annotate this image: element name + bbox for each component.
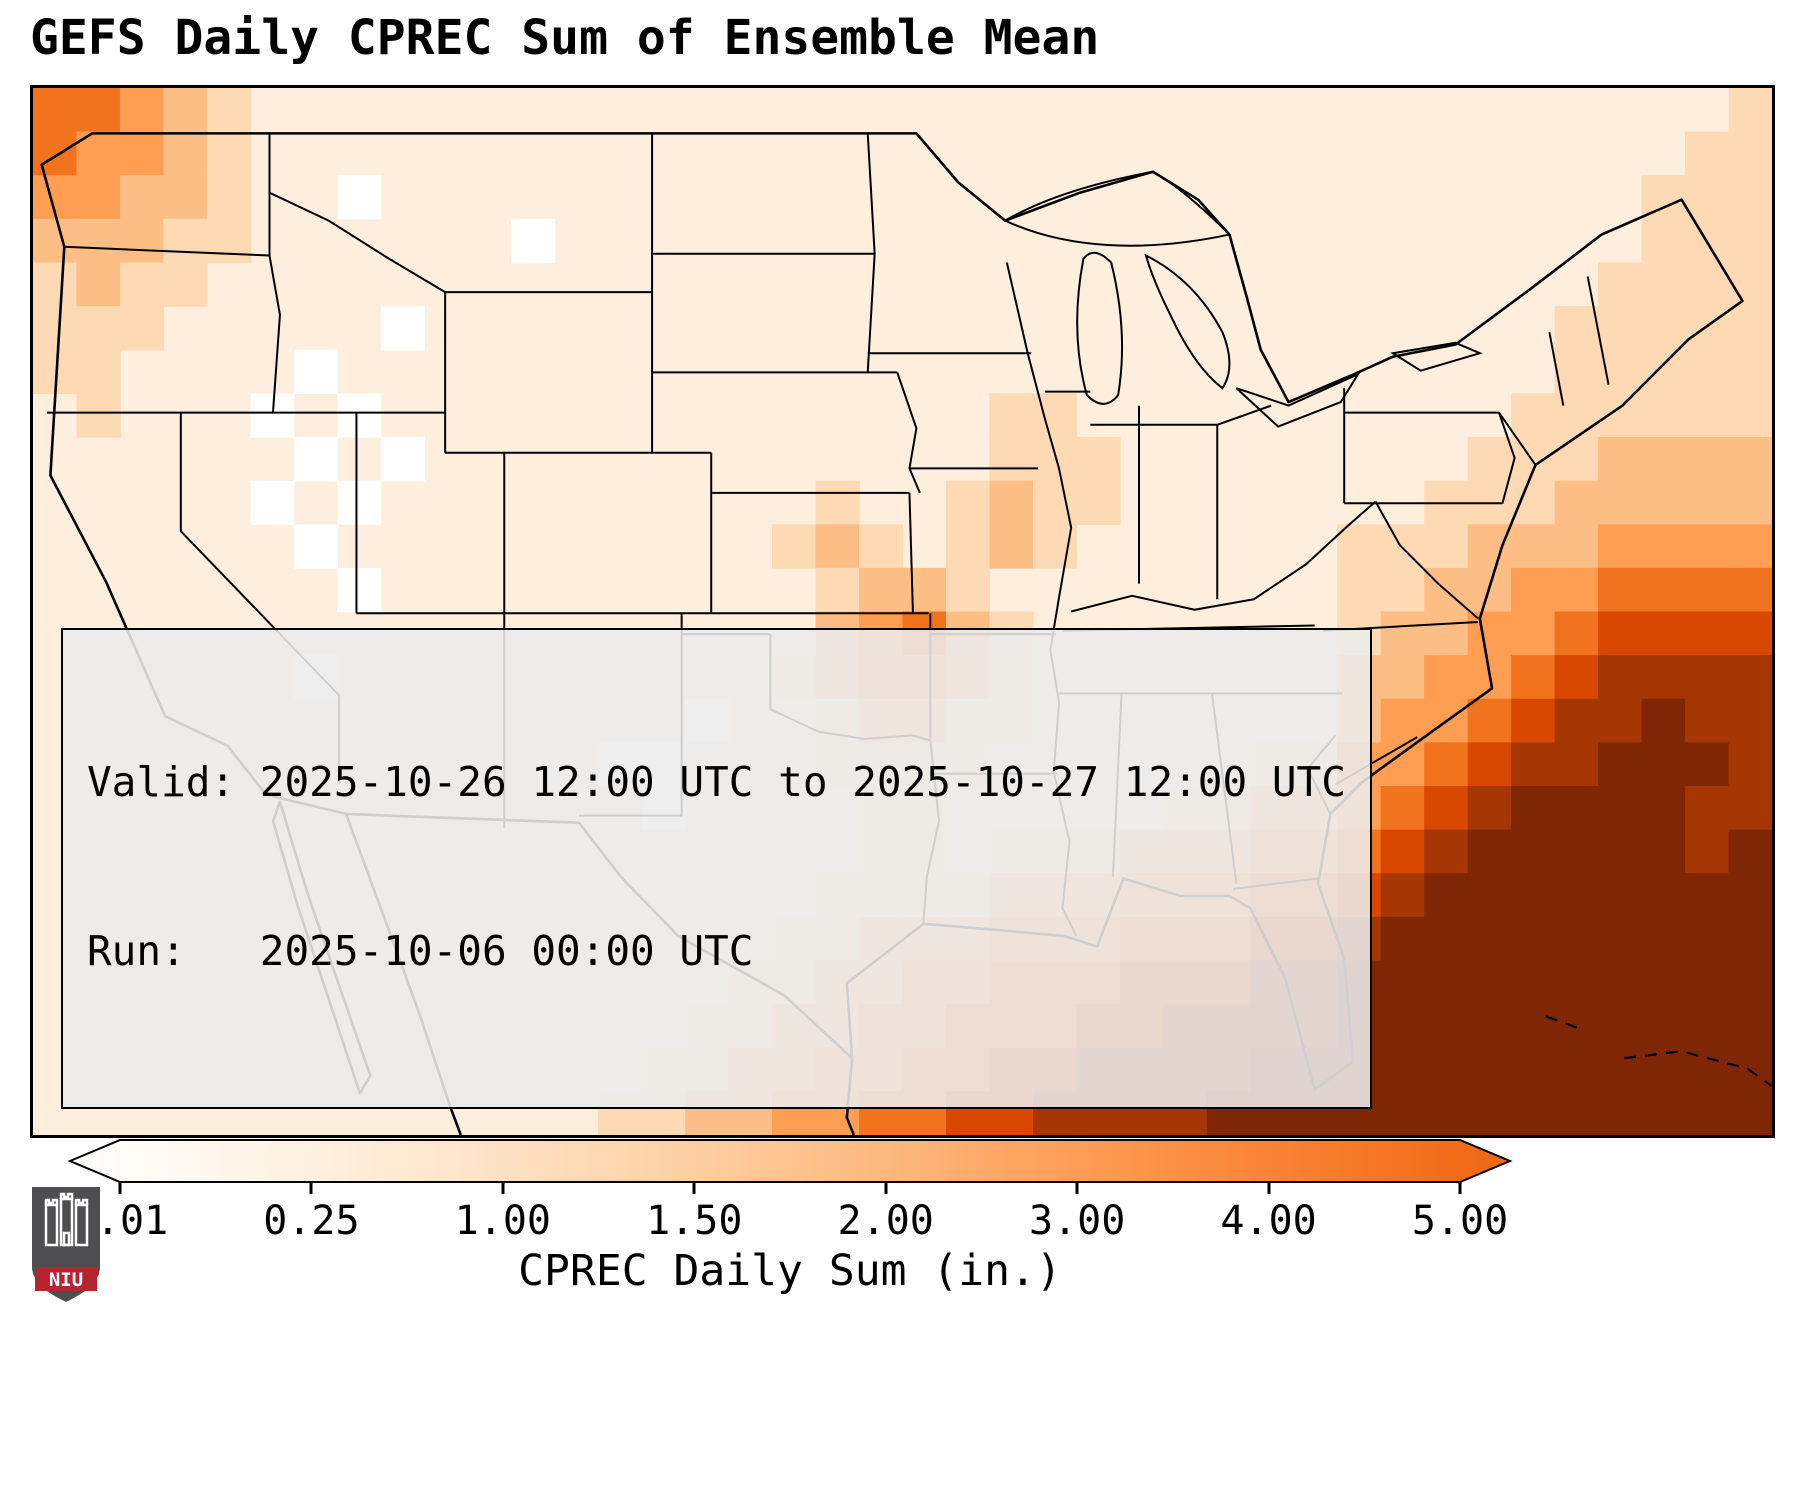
colorbar-tick-mark [692, 1182, 696, 1194]
colorbar-tick-mark [1458, 1182, 1462, 1194]
valid-run-info-box: Valid: 2025-10-26 12:00 UTC to 2025-10-2… [61, 628, 1372, 1109]
niu-logo: NIU [30, 1185, 102, 1305]
colorbar-tick-mark [501, 1182, 505, 1194]
cuba-coast-dashed [1624, 1051, 1772, 1086]
colorbar-label: CPREC Daily Sum (in.) [518, 1246, 1062, 1296]
colorbar-tick-label: 0.25 [263, 1198, 360, 1244]
colorbar-tick-mark [118, 1182, 122, 1194]
colorbar-tick-mark [1267, 1182, 1271, 1194]
valid-time-text: Valid: 2025-10-26 12:00 UTC to 2025-10-2… [87, 757, 1346, 806]
niu-logo-text: NIU [49, 1269, 83, 1291]
colorbar-tick-label: 1.50 [646, 1198, 743, 1244]
colorbar-tick-label: 4.00 [1220, 1198, 1317, 1244]
niu-banner [35, 1267, 97, 1291]
plot-title: GEFS Daily CPREC Sum of Ensemble Mean [30, 10, 1100, 66]
castle-icon [44, 1192, 89, 1247]
run-time-text: Run: 2025-10-06 00:00 UTC [87, 927, 754, 976]
colorbar-tick-label: 3.00 [1028, 1198, 1126, 1244]
colorbar-tick-label: 5.00 [1411, 1198, 1509, 1244]
colorbar-tick-label: 1.00 [454, 1198, 552, 1244]
colorbar-tick-mark [884, 1182, 888, 1194]
precipitation-heatmap-layer [33, 88, 1772, 1135]
map-canvas [33, 88, 1772, 1135]
colorbar-tick-mark [309, 1182, 313, 1194]
precipitation-map: Valid: 2025-10-26 12:00 UTC to 2025-10-2… [30, 85, 1775, 1138]
bahamas-coast-dashed [1546, 1016, 1584, 1030]
great-lakes [1005, 172, 1480, 427]
colorbar-tick-label: 2.00 [837, 1198, 934, 1244]
colorbar-tick-mark [1075, 1182, 1079, 1194]
